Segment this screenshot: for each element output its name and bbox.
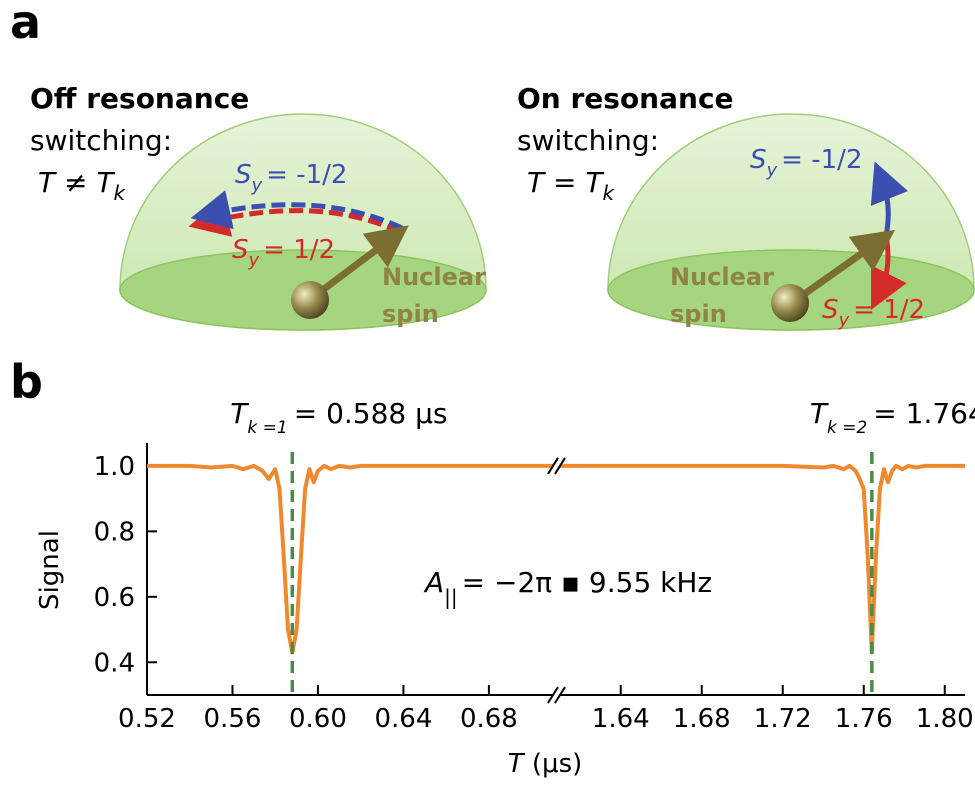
val: = 1/2 [263, 235, 335, 265]
title: On resonance [517, 82, 734, 115]
nuclear-label: Nuclear [670, 263, 774, 291]
spin-label: Sy = 1/2 [822, 295, 925, 331]
val: = −2π ▪ 9.55 kHz [462, 566, 712, 599]
val: = 1/2 [853, 295, 925, 325]
y-tick-label: 0.8 [94, 517, 135, 547]
annotation: A|| = −2π ▪ 9.55 kHz [423, 566, 712, 609]
axis-break [554, 457, 566, 475]
panel-label: a [10, 0, 41, 49]
hemisphere-off [119, 113, 487, 331]
resonance-label: Tk =2 = 1.764 μs [810, 397, 975, 438]
y-tick-label: 0.4 [94, 648, 135, 678]
y-tick-label: 1.0 [94, 452, 135, 482]
spin-label: Sy = 1/2 [232, 235, 335, 271]
sub: k =2 [827, 418, 867, 438]
val: = 0.588 μs [294, 397, 448, 430]
sub: y [766, 160, 778, 181]
x-tick-label: 1.76 [835, 704, 893, 734]
spin-arrow [790, 229, 896, 305]
val: = 1.764 μs [873, 397, 975, 430]
axis-break [554, 686, 566, 704]
arc-down [188, 197, 402, 237]
x-tick-label: 1.80 [916, 704, 974, 734]
sub: k [114, 181, 127, 205]
sub: k =1 [247, 418, 287, 438]
nuclear-label: Nuclear [382, 263, 486, 291]
subtitle: switching: [517, 124, 659, 157]
nuclear-label: spin [670, 300, 727, 328]
rel: = [553, 166, 576, 199]
sub: k [603, 181, 616, 205]
unit: (μs) [532, 749, 582, 779]
axis-break [547, 457, 559, 475]
plot: 0.4 0.6 0.8 1.0 0.52 0.56 0.60 0.64 0.68 1.64 1.68… [94, 397, 975, 734]
x-axis-title: T (μs) [508, 749, 583, 779]
y-tick-label: 0.6 [94, 583, 135, 613]
x-tick-label: 0.56 [204, 704, 262, 734]
sym: S [822, 295, 839, 325]
nuclear-label: spin [382, 300, 439, 328]
subtitle: switching: [30, 124, 172, 157]
x-tick-label: 0.52 [118, 704, 176, 734]
x-tick-label: 1.64 [592, 704, 650, 734]
sym: S [750, 145, 767, 175]
sym: T [508, 749, 526, 779]
sub: || [444, 585, 457, 609]
rel: ≠ [64, 166, 87, 199]
x-tick-label: 0.60 [289, 704, 347, 734]
x-tick-label: 1.68 [673, 704, 731, 734]
spin-label: Sy = -1/2 [750, 145, 862, 181]
spin-ball [771, 284, 809, 322]
condition: T = Tk [527, 166, 616, 205]
panel-label: b [10, 355, 43, 409]
sym: A [423, 566, 444, 599]
sym: T [38, 166, 57, 199]
signal-line [147, 463, 553, 655]
spin-label: Sy = -1/2 [235, 160, 347, 196]
spin-arrow [309, 225, 409, 301]
val: = -1/2 [781, 145, 862, 175]
x-tick-label: 0.64 [374, 704, 432, 734]
y-axis-title: Signal [35, 530, 65, 610]
hemisphere-on [607, 113, 975, 331]
condition: T ≠ Tk [38, 166, 127, 205]
sym: T [230, 397, 249, 430]
sym: S [235, 160, 252, 190]
val: = -1/2 [266, 160, 347, 190]
sub: y [838, 310, 850, 331]
x-tick-label: 0.68 [460, 704, 518, 734]
sub: y [251, 175, 263, 196]
spin-ball [291, 281, 329, 319]
sub: y [248, 250, 260, 271]
x-tick-label: 1.72 [754, 704, 812, 734]
sym: T [585, 166, 604, 199]
sym: T [96, 166, 115, 199]
title: Off resonance [30, 82, 249, 115]
signal-line [560, 463, 965, 655]
sym: S [232, 235, 249, 265]
sym: T [810, 397, 829, 430]
arc-up [190, 190, 404, 231]
sym: T [527, 166, 546, 199]
axis-break [547, 686, 559, 704]
resonance-label: Tk =1 = 0.588 μs [230, 397, 447, 438]
